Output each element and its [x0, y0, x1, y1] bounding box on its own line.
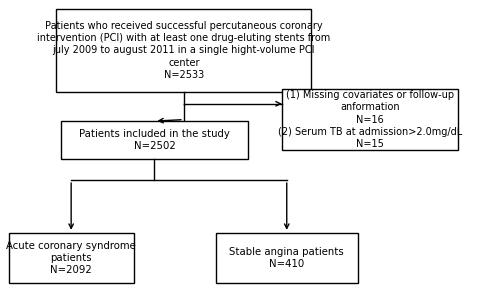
- FancyBboxPatch shape: [62, 121, 248, 158]
- FancyBboxPatch shape: [8, 233, 134, 283]
- Text: Stable angina patients
N=410: Stable angina patients N=410: [230, 247, 344, 269]
- Text: (1) Missing covariates or follow-up
anformation
N=16
(2) Serum TB at admission>2: (1) Missing covariates or follow-up anfo…: [278, 90, 462, 149]
- FancyBboxPatch shape: [56, 9, 311, 92]
- Text: Patients who received successful percutaneous coronary
intervention (PCI) with a: Patients who received successful percuta…: [37, 21, 331, 80]
- Text: Acute coronary syndrome
patients
N=2092: Acute coronary syndrome patients N=2092: [6, 240, 136, 275]
- FancyBboxPatch shape: [282, 89, 458, 150]
- FancyBboxPatch shape: [216, 233, 358, 283]
- Text: Patients included in the study
N=2502: Patients included in the study N=2502: [79, 128, 230, 151]
